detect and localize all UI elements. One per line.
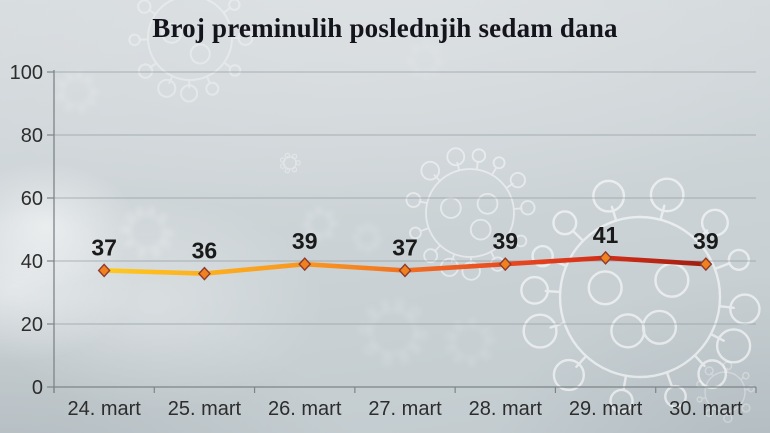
coronavirus-icon <box>445 318 495 366</box>
coronavirus-icon <box>302 206 338 242</box>
data-label-24-mart: 37 <box>91 234 117 260</box>
y-axis-label-0: 0 <box>32 377 43 399</box>
coronavirus-icon <box>520 177 761 414</box>
data-label-25-mart: 36 <box>192 238 218 264</box>
x-axis-label-30-mart: 30. mart <box>669 398 743 420</box>
data-point-marker-29-mart <box>599 250 613 265</box>
data-point-marker-30-mart <box>699 257 713 272</box>
coronavirus-icon <box>279 152 301 174</box>
y-axis-label-80: 80 <box>21 125 43 147</box>
x-axis-label-24-mart: 24. mart <box>67 398 141 420</box>
y-axis-label-40: 40 <box>21 251 43 273</box>
data-label-26-mart: 39 <box>292 228 318 254</box>
data-label-30-mart: 39 <box>693 228 719 254</box>
x-axis-label-29-mart: 29. mart <box>569 398 643 420</box>
y-axis-label-60: 60 <box>21 188 43 210</box>
chart-title: Broj preminulih poslednjih sedam dana <box>152 13 618 43</box>
data-label-28-mart: 39 <box>492 228 518 254</box>
data-point-marker-25-mart <box>197 266 211 281</box>
y-axis-label-20: 20 <box>21 314 43 336</box>
y-axis-label-100: 100 <box>10 62 43 84</box>
x-axis-label-27-mart: 27. mart <box>368 398 442 420</box>
data-label-29-mart: 41 <box>593 222 619 248</box>
data-point-marker-24-mart <box>97 263 111 278</box>
x-axis-label-26-mart: 26. mart <box>268 398 342 420</box>
coronavirus-icon <box>352 223 382 253</box>
data-label-27-mart: 37 <box>392 234 418 260</box>
coronavirus-icon <box>128 0 254 103</box>
coronavirus-icon <box>696 360 755 424</box>
coronavirus-icon <box>406 41 444 79</box>
coronavirus-icon <box>55 70 100 113</box>
x-axis-label-28-mart: 28. mart <box>469 398 543 420</box>
x-axis-label-25-mart: 25. mart <box>168 398 242 420</box>
coronavirus-icon <box>120 207 174 257</box>
coronavirus-icon <box>359 299 427 365</box>
data-point-marker-26-mart <box>298 257 312 272</box>
data-point-marker-27-mart <box>398 263 412 278</box>
data-point-marker-28-mart <box>498 257 512 272</box>
